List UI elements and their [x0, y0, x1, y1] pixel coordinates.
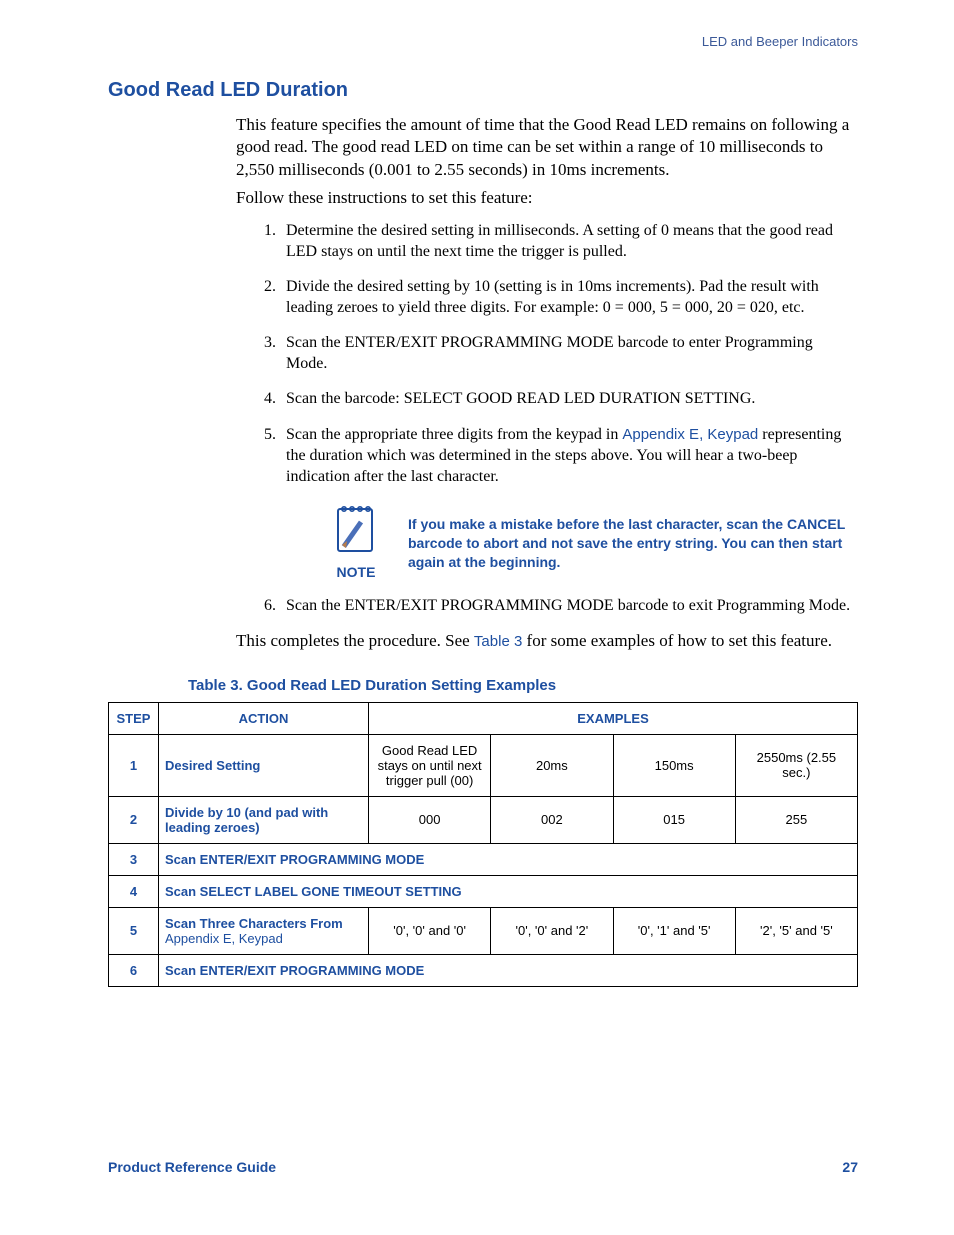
cell-action-pre: Scan Three Characters From [165, 916, 343, 931]
step-6: Scan the ENTER/EXIT PROGRAMMING MODE bar… [280, 595, 858, 616]
col-action: ACTION [159, 702, 369, 734]
intro-paragraph-1: This feature specifies the amount of tim… [236, 114, 858, 181]
page-title: Good Read LED Duration [108, 79, 858, 102]
col-step: STEP [109, 702, 159, 734]
table-row: 4 Scan SELECT LABEL GONE TIMEOUT SETTING [109, 875, 858, 907]
cell-ex: '0', '0' and '2' [491, 907, 613, 954]
step-1: Determine the desired setting in millise… [280, 220, 858, 262]
intro-paragraph-2: Follow these instructions to set this fe… [236, 187, 858, 209]
table-caption: Table 3. Good Read LED Duration Setting … [188, 677, 858, 694]
table-link[interactable]: Table 3 [474, 633, 522, 650]
cell-step: 4 [109, 875, 159, 907]
step-2: Divide the desired setting by 10 (settin… [280, 276, 858, 318]
note-label: NOTE [337, 563, 376, 581]
main-content: This feature specifies the amount of tim… [236, 114, 858, 653]
cell-ex: 000 [369, 796, 491, 843]
cell-ex: 20ms [491, 734, 613, 796]
table-row: 5 Scan Three Characters From Appendix E,… [109, 907, 858, 954]
cell-ex: Good Read LED stays on until next trigge… [369, 734, 491, 796]
table-row: 6 Scan ENTER/EXIT PROGRAMMING MODE [109, 954, 858, 986]
cell-ex: 150ms [613, 734, 735, 796]
note-icon-wrap: NOTE [326, 501, 386, 581]
page-footer: Product Reference Guide 27 [108, 1159, 858, 1175]
footer-left: Product Reference Guide [108, 1159, 276, 1175]
cell-ex: 002 [491, 796, 613, 843]
cell-step: 6 [109, 954, 159, 986]
cell-action: Scan Three Characters From Appendix E, K… [159, 907, 369, 954]
table-row: 2 Divide by 10 (and pad with leading zer… [109, 796, 858, 843]
cell-ex: 015 [613, 796, 735, 843]
cell-step: 2 [109, 796, 159, 843]
appendix-link[interactable]: Appendix E, Keypad [165, 931, 283, 946]
note-text: If you make a mistake before the last ch… [408, 501, 858, 572]
col-examples: EXAMPLES [369, 702, 858, 734]
footer-page-number: 27 [842, 1159, 858, 1175]
table-header-row: STEP ACTION EXAMPLES [109, 702, 858, 734]
cell-ex: 2550ms (2.55 sec.) [735, 734, 857, 796]
cell-ex: '0', '0' and '0' [369, 907, 491, 954]
cell-action: Desired Setting [159, 734, 369, 796]
table-row: 1 Desired Setting Good Read LED stays on… [109, 734, 858, 796]
appendix-link[interactable]: Appendix E, Keypad [622, 426, 758, 443]
cell-action: Divide by 10 (and pad with leading zeroe… [159, 796, 369, 843]
table-row: 3 Scan ENTER/EXIT PROGRAMMING MODE [109, 843, 858, 875]
cell-step: 1 [109, 734, 159, 796]
cell-step: 3 [109, 843, 159, 875]
cell-step: 5 [109, 907, 159, 954]
cell-action-span: Scan ENTER/EXIT PROGRAMMING MODE [159, 954, 858, 986]
closing-post: for some examples of how to set this fea… [522, 631, 832, 650]
cell-action-span: Scan ENTER/EXIT PROGRAMMING MODE [159, 843, 858, 875]
step-4: Scan the barcode: SELECT GOOD READ LED D… [280, 388, 858, 409]
step-5-pre: Scan the appropriate three digits from t… [286, 426, 622, 443]
note-block: NOTE If you make a mistake before the la… [326, 501, 858, 581]
step-5: Scan the appropriate three digits from t… [280, 424, 858, 582]
cell-ex: 255 [735, 796, 857, 843]
notepad-icon [332, 501, 380, 557]
closing-pre: This completes the procedure. See [236, 631, 474, 650]
cell-action-span: Scan SELECT LABEL GONE TIMEOUT SETTING [159, 875, 858, 907]
header-section-label: LED and Beeper Indicators [108, 34, 858, 49]
cell-ex: '0', '1' and '5' [613, 907, 735, 954]
examples-table: STEP ACTION EXAMPLES 1 Desired Setting G… [108, 702, 858, 987]
page: LED and Beeper Indicators Good Read LED … [0, 0, 954, 1235]
step-3: Scan the ENTER/EXIT PROGRAMMING MODE bar… [280, 332, 858, 374]
closing-paragraph: This completes the procedure. See Table … [236, 630, 858, 652]
cell-ex: '2', '5' and '5' [735, 907, 857, 954]
instruction-list: Determine the desired setting in millise… [236, 220, 858, 617]
